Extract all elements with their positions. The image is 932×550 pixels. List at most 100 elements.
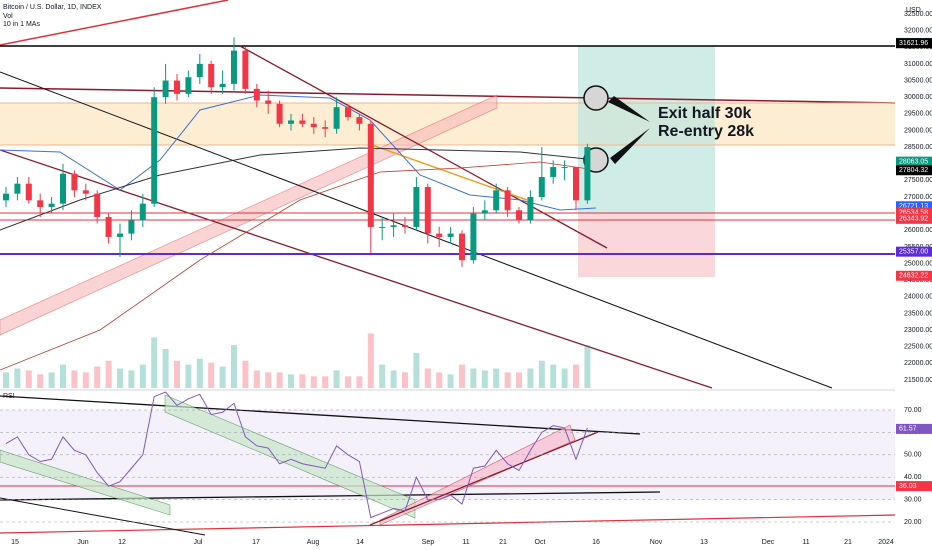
y-tick-label: 26000.00 xyxy=(904,227,932,234)
price-tag xyxy=(896,207,932,218)
volume-bar xyxy=(447,374,454,388)
candle-body xyxy=(48,203,55,207)
price-tag-label: 26343.92 xyxy=(899,216,928,223)
x-tick-label: 15 xyxy=(11,539,19,546)
price-tag xyxy=(896,156,932,167)
volume-bar xyxy=(94,366,101,388)
volume-bar xyxy=(82,372,89,388)
y-tick-label: 23500.00 xyxy=(904,310,932,317)
volume-bar xyxy=(196,358,203,388)
volume-bar xyxy=(424,368,431,388)
x-tick-label: 13 xyxy=(700,539,708,546)
candle-body xyxy=(276,103,283,124)
candle-body xyxy=(550,167,557,178)
x-tick-label: 21 xyxy=(499,539,507,546)
price-tag xyxy=(896,270,932,281)
volume-bar xyxy=(151,337,158,388)
candle-body xyxy=(174,80,180,94)
x-tick-label: Jul xyxy=(194,539,203,546)
volume-bar xyxy=(550,364,557,388)
volume-bar xyxy=(231,345,237,388)
candle-body xyxy=(447,233,454,237)
x-tick-label: Nov xyxy=(650,539,663,546)
candle-body xyxy=(584,147,591,201)
candle-body xyxy=(185,77,192,94)
volume-bar xyxy=(573,364,579,388)
target-zone xyxy=(578,46,715,213)
candle-body xyxy=(459,233,465,261)
currency: USD xyxy=(906,7,921,14)
volume-bar xyxy=(402,372,408,388)
rsi-label: RSI xyxy=(3,393,15,400)
candle-body xyxy=(37,200,44,207)
x-tick-label: Jun xyxy=(77,539,88,546)
volume-bar xyxy=(310,376,317,388)
candle-body xyxy=(538,177,545,197)
volume-bar xyxy=(139,364,146,388)
volume-bar xyxy=(345,376,351,388)
candle-body xyxy=(117,233,123,237)
x-tick-label: Dec xyxy=(762,539,775,546)
price-tag xyxy=(896,213,932,224)
price-tag xyxy=(896,165,932,176)
candle-body xyxy=(14,183,21,194)
price-tag-label: 24632.22 xyxy=(899,273,928,280)
volume-bar xyxy=(276,372,283,388)
volume-bar xyxy=(390,370,397,388)
volume-bar xyxy=(459,364,465,388)
x-tick-label: 11 xyxy=(802,539,809,546)
volume-bar xyxy=(162,349,169,388)
volume-bar xyxy=(527,368,534,388)
candle-body xyxy=(162,80,169,98)
candle-body xyxy=(265,100,272,104)
y-tick-label: 27000.00 xyxy=(904,194,932,201)
candle-body xyxy=(196,63,203,78)
volume-bar xyxy=(25,370,32,388)
candle-body xyxy=(299,120,306,124)
candle-body xyxy=(573,167,579,201)
volume-bar xyxy=(128,370,135,388)
volume-bar xyxy=(379,364,386,388)
candle-body xyxy=(367,123,374,227)
volume-bar xyxy=(470,368,477,388)
y-tick-label: 29500.00 xyxy=(904,111,932,118)
x-tick-label: 21 xyxy=(844,539,852,546)
x-tick-label: 12 xyxy=(118,539,126,546)
volume-bar xyxy=(208,362,215,388)
candle-body xyxy=(356,117,363,124)
candle-body xyxy=(424,187,431,234)
candle-body xyxy=(470,213,477,261)
x-tick-label: 11 xyxy=(462,539,469,546)
y-tick-label: 22000.00 xyxy=(904,360,932,367)
candle-body xyxy=(333,107,340,129)
candle-body xyxy=(253,88,260,101)
candle-body xyxy=(105,216,112,237)
candle-body xyxy=(94,193,101,217)
volume-bar xyxy=(242,360,249,388)
candle-body xyxy=(60,173,66,204)
price-tag-label: 36.03 xyxy=(899,483,917,490)
price-tag xyxy=(896,423,932,434)
candle-body xyxy=(71,173,78,191)
volume-bar xyxy=(367,333,374,388)
candle-body xyxy=(288,120,294,124)
y-tick-label: 32500.00 xyxy=(904,11,932,18)
volume-bar xyxy=(219,366,226,388)
stop-zone xyxy=(578,213,715,277)
volume-bar xyxy=(14,368,21,388)
candle-body xyxy=(151,97,158,204)
y-tick-label: 28500.00 xyxy=(904,144,932,151)
candle-body xyxy=(516,210,522,221)
candle-body xyxy=(310,123,317,128)
candle-body xyxy=(322,127,329,129)
volume-bar xyxy=(356,376,363,388)
y-tick-label: 22500.00 xyxy=(904,344,932,351)
y-tick-label: 25000.00 xyxy=(904,260,932,267)
y-tick-label: 30000.00 xyxy=(904,94,932,101)
x-tick-label: Oct xyxy=(535,539,546,546)
volume-bar xyxy=(561,368,568,388)
annotation: Re-entry 28k xyxy=(658,123,754,140)
x-tick-label: 2024 xyxy=(878,539,894,546)
volume-bar xyxy=(265,372,272,388)
volume-bar xyxy=(504,372,511,388)
